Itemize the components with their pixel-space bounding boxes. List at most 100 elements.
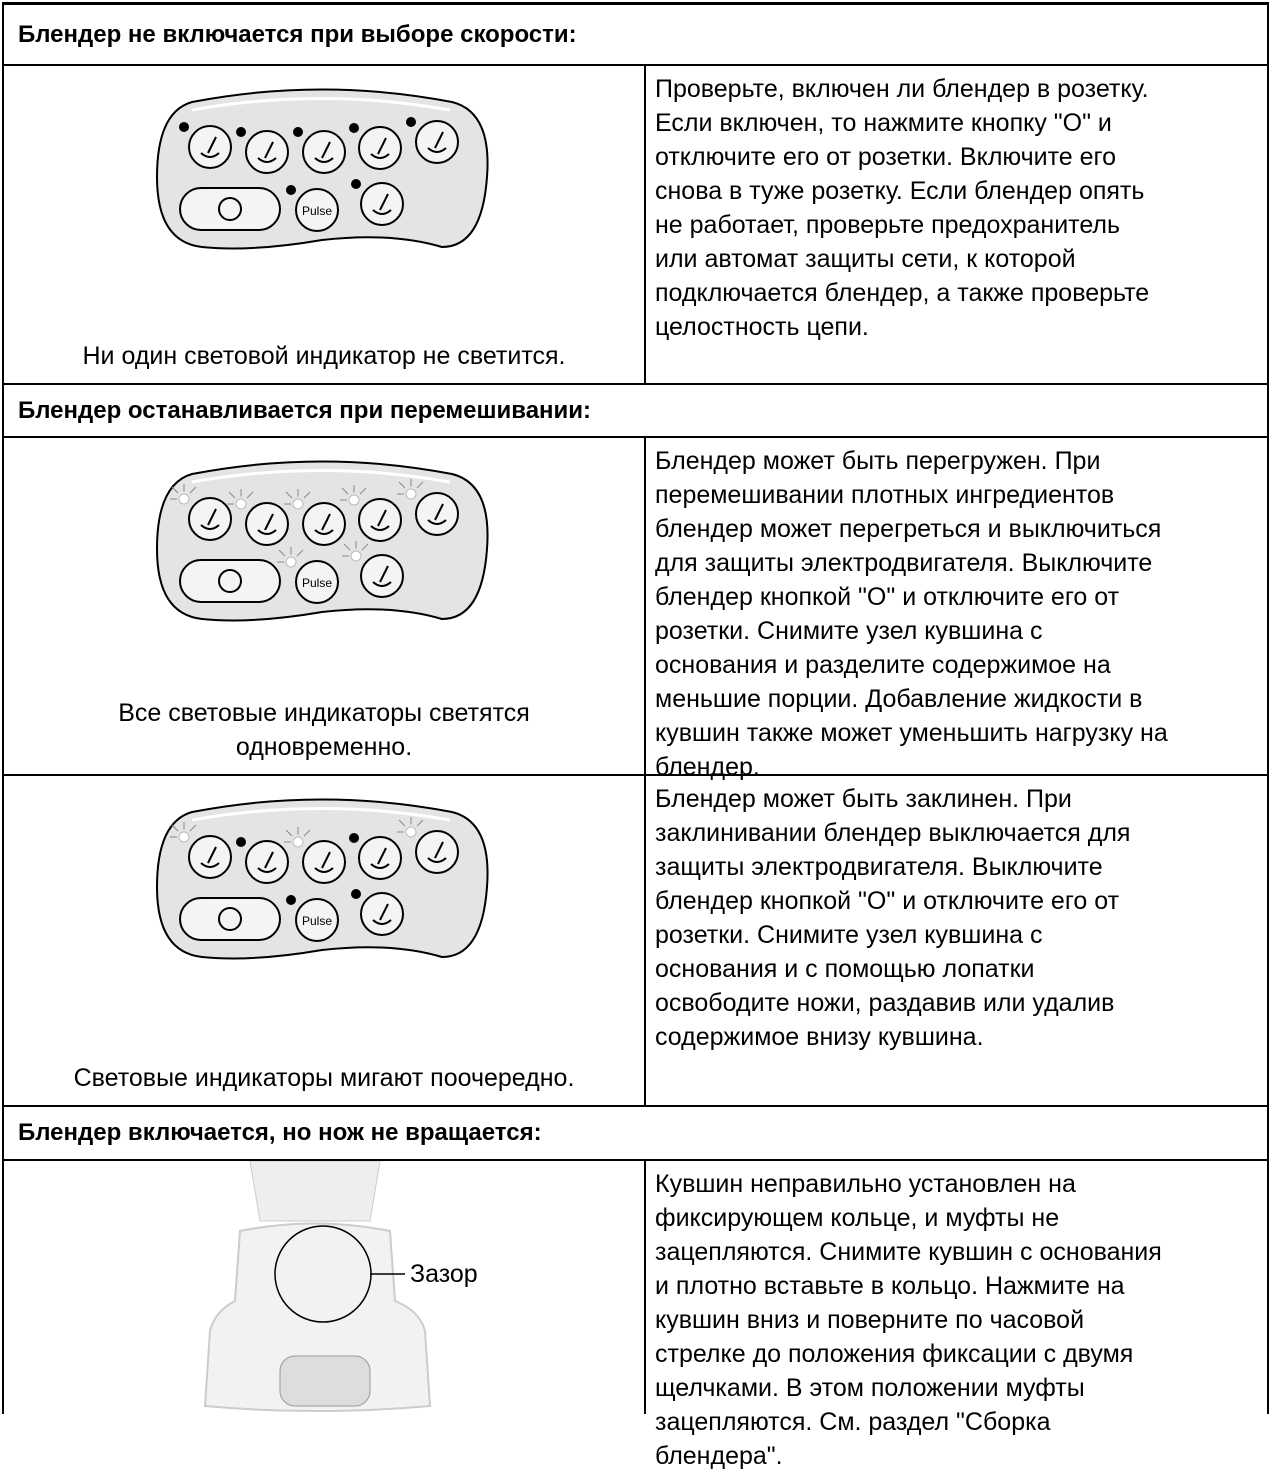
indicator-ray [285,829,293,837]
button-icon [370,509,390,531]
text-line: и плотно вставьте в кольцо. Нажмите на [655,1272,1125,1300]
row-text: Блендер может быть перегружен. При переме… [646,436,1269,781]
control-panel-illustration: Pulse [155,798,489,960]
indicator-ray [341,487,349,495]
text-line: Кувшин неправильно установлен на [655,1170,1076,1198]
button-icon [370,137,390,159]
indicator-lit [235,498,247,510]
text-line: для защиты электродвигателя. Выключите [655,549,1153,577]
row-left [2,774,646,1105]
caption-line: Световые индикаторы мигают поочередно. [73,1064,575,1092]
text-line: целостность цепи. [655,313,869,341]
button-icon [257,513,277,535]
indicator-ray [416,481,424,489]
panel-highlight [191,807,451,822]
indicator-lit [178,831,190,843]
off-symbol [218,907,242,931]
indicator-off [236,127,246,137]
row-left [2,436,646,774]
text-line: зацепляются. Снимите кувшин с основания [655,1238,1162,1266]
indicator-ray [246,491,254,499]
indicator-off [351,889,361,899]
text-line: заклинивании блендер выключается для [655,819,1131,847]
indicator-ray [285,491,293,499]
text-line: щелчками. В этом положении муфты [655,1374,1085,1402]
off-button [179,187,281,231]
panel-highlight [191,97,451,112]
indicator-ray [359,487,367,495]
caption: Ни один световой индикатор не светится. [2,339,646,373]
section-heading: Блендер не включается при выборе скорост… [2,2,1269,64]
indicator-ray [171,486,179,494]
indicator-off [179,122,189,132]
button-label: Pulse [302,576,332,590]
off-symbol [218,197,242,221]
caption: Световые индикаторы мигают поочередно. [2,1061,646,1095]
button-icon [200,508,220,530]
indicator-lit [350,550,362,562]
panel-button [295,898,339,942]
button-icon [427,131,447,153]
text-line: Блендер может быть заклинен. При [655,785,1072,813]
indicator-lit [285,556,297,568]
button-icon [257,851,277,873]
text-line: содержимое внизу кувшина. [655,1023,984,1051]
caption-line: одновременно. [235,733,413,761]
indicator-off [236,837,246,847]
control-panel-illustration: Pulse [155,460,489,622]
text-line: основания и с помощью лопатки [655,955,1035,983]
button-icon [200,136,220,158]
indicator-ray [228,491,236,499]
button-icon [257,141,277,163]
section-heading: Блендер останавливается при перемешивани… [2,383,1269,436]
panel-button [295,560,339,604]
indicator-ray [303,829,311,837]
button-icon [314,851,334,873]
indicator-ray [296,549,304,557]
row-left [2,64,646,383]
panel-button [295,188,339,232]
indicator-ray [189,486,197,494]
indicator-off [406,117,416,127]
base-panel [279,1355,371,1407]
gap-label: Зазор [410,1260,478,1288]
text-line: фиксирующем кольце, и муфты не [655,1204,1060,1232]
indicator-ray [416,819,424,827]
indicator-lit [348,494,360,506]
text-line: зацепляются. См. раздел "Сборка [655,1408,1051,1436]
indicator-off [286,895,296,905]
text-line: Блендер может быть перегружен. При [655,447,1101,475]
text-line: блендера". [655,1442,783,1470]
indicator-lit [292,498,304,510]
indicator-off [349,833,359,843]
text-line: не работает, проверьте предохранитель [655,211,1121,239]
text-line: кувшин вниз и поверните по часовой [655,1306,1085,1334]
indicator-ray [361,543,369,551]
text-line: меньшие порции. Добавление жидкости в [655,685,1143,713]
indicator-lit [405,826,417,838]
panel-highlight [191,469,451,484]
indicator-off [293,127,303,137]
text-line: блендер. [655,753,760,781]
text-line: защиты электродвигателя. Выключите [655,853,1103,881]
text-line: Если включен, то нажмите кнопку "O" и [655,109,1112,137]
row-text: Проверьте, включен ли блендер в розетку.… [646,64,1269,383]
text-line: освободите ножи, раздавив или удалив [655,989,1115,1017]
row-text: Блендер может быть заклинен. При заклинив… [646,774,1269,1105]
indicator-lit [405,488,417,500]
row-text: Кувшин неправильно установлен на фиксирую… [646,1159,1269,1470]
text-line: розетки. Снимите узел кувшина с [655,921,1043,949]
off-button [179,559,281,603]
text-line: отключите его от розетки. Включите его [655,143,1116,171]
off-button [179,897,281,941]
text-line: блендер кнопкой "O" и отключите его от [655,887,1120,915]
base [203,1222,432,1412]
button-icon [372,193,392,215]
caption: Все световые индикаторы светятся одноврем… [2,696,646,764]
indicator-off [351,179,361,189]
indicator-ray [398,481,406,489]
jar [249,1161,381,1222]
button-label: Pulse [302,204,332,218]
button-icon [372,903,392,925]
